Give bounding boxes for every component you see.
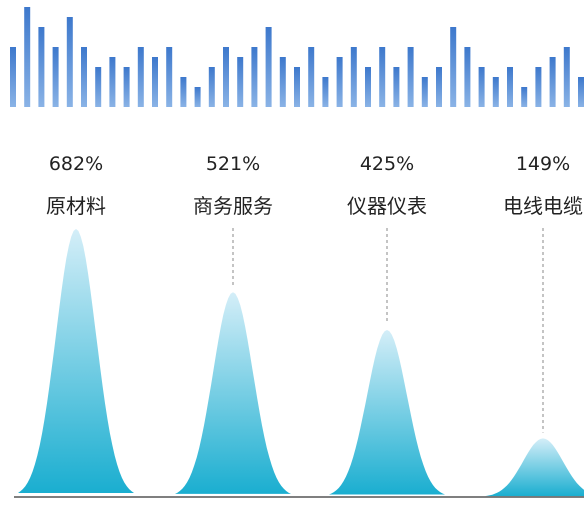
decorative-bar	[294, 67, 300, 107]
decorative-bar	[208, 67, 215, 107]
decorative-bar	[279, 57, 286, 107]
decorative-bar	[350, 47, 357, 107]
decorative-bar	[436, 67, 442, 107]
decorative-bar	[507, 67, 513, 107]
decorative-bar	[109, 57, 116, 107]
category-label-cables: 电线电缆	[503, 194, 583, 218]
decorative-bar	[81, 47, 87, 107]
decorative-bars	[10, 7, 584, 107]
decorative-bar	[492, 77, 499, 107]
decorative-bar	[38, 27, 45, 107]
decorative-bar	[563, 47, 570, 107]
value-label-business-services: 521%	[205, 153, 261, 175]
value-label-cables: 149%	[515, 153, 571, 175]
decorative-bar	[237, 57, 244, 107]
peak-4	[485, 438, 584, 497]
decorative-bar	[535, 67, 542, 107]
decorative-bar	[365, 67, 371, 107]
decorative-bar	[578, 77, 584, 107]
decorative-bar	[464, 47, 471, 107]
peaks	[18, 228, 584, 497]
decorative-bar	[152, 57, 158, 107]
decorative-bar	[95, 67, 102, 107]
decorative-bar	[308, 47, 315, 107]
decorative-bar	[251, 47, 258, 107]
decorative-bar	[521, 87, 528, 107]
decorative-bar	[450, 27, 457, 107]
decorative-bar	[549, 57, 556, 107]
decorative-bar	[379, 47, 386, 107]
decorative-bar	[393, 67, 400, 107]
decorative-bar	[322, 77, 329, 107]
value-label-instruments: 425%	[359, 153, 415, 175]
decorative-bar	[478, 67, 485, 107]
decorative-bar	[123, 67, 130, 107]
peak-1	[18, 229, 134, 493]
peak-2	[175, 292, 291, 494]
decorative-bar	[66, 17, 73, 107]
category-label-instruments: 仪器仪表	[347, 194, 427, 218]
decorative-bar	[223, 47, 229, 107]
category-label-raw-materials: 原材料	[46, 194, 106, 218]
decorative-bar	[407, 47, 414, 107]
decorative-bar	[194, 87, 201, 107]
decorative-bar	[137, 47, 144, 107]
peak-3	[329, 330, 445, 495]
decorative-bar	[336, 57, 343, 107]
value-label-raw-materials: 682%	[48, 153, 104, 175]
decorative-bar	[24, 7, 31, 107]
decorative-bar	[52, 47, 59, 107]
category-label-business-services: 商务服务	[193, 194, 273, 218]
decorative-bar	[180, 77, 187, 107]
decorative-bar	[265, 27, 272, 107]
decorative-bar	[421, 77, 428, 107]
decorative-bar	[10, 47, 16, 107]
decorative-bar	[166, 47, 173, 107]
